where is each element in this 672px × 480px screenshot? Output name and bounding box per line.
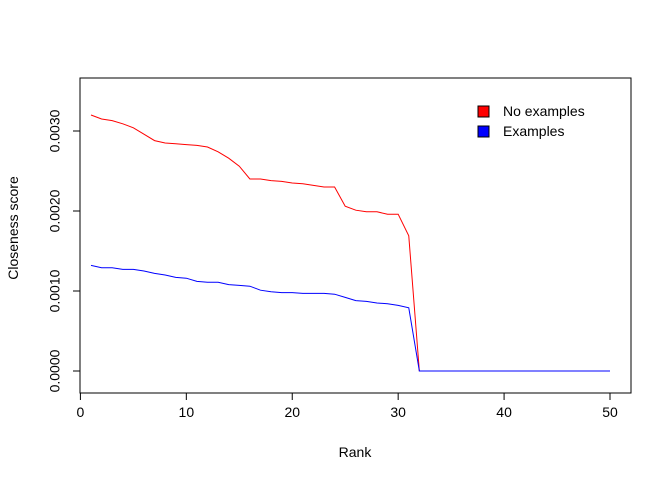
x-tick-label: 0 bbox=[77, 404, 85, 420]
legend-label: No examples bbox=[503, 103, 585, 119]
x-tick-label: 40 bbox=[496, 404, 512, 420]
y-axis: 0.0000 0.0010 0.0020 0.0030 bbox=[47, 109, 81, 392]
y-tick-label: 0.0000 bbox=[47, 349, 63, 392]
x-tick-label: 30 bbox=[390, 404, 406, 420]
x-tick-label: 50 bbox=[602, 404, 618, 420]
y-axis-title: Closeness score bbox=[5, 176, 21, 280]
x-tick-label: 20 bbox=[284, 404, 300, 420]
x-tick-label: 10 bbox=[179, 404, 195, 420]
legend-label: Examples bbox=[503, 123, 564, 139]
legend-swatch bbox=[477, 125, 490, 138]
series-line-examples bbox=[90, 264, 610, 372]
series-layer bbox=[90, 114, 610, 372]
y-tick-label: 0.0020 bbox=[47, 189, 63, 232]
series-line-no-examples bbox=[90, 114, 610, 372]
x-axis-title: Rank bbox=[339, 444, 373, 460]
legend: No examples Examples bbox=[477, 103, 585, 139]
y-tick-label: 0.0030 bbox=[47, 109, 63, 152]
y-tick-label: 0.0010 bbox=[47, 269, 63, 312]
legend-swatch bbox=[477, 105, 490, 118]
x-axis: 0 10 20 30 40 50 bbox=[77, 392, 618, 420]
